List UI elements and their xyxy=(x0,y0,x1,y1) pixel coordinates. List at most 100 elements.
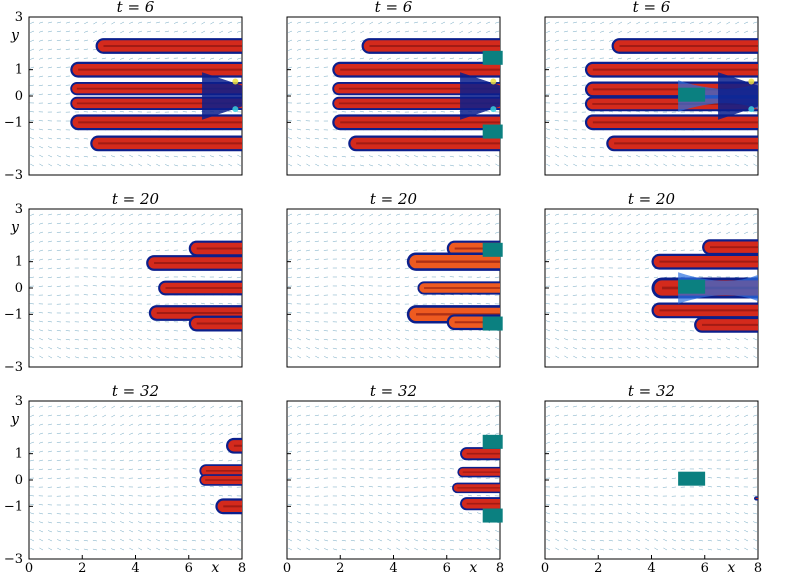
velocity-arrow xyxy=(287,459,293,462)
velocity-arrow xyxy=(182,548,188,551)
velocity-arrow xyxy=(449,338,455,341)
velocity-arrow xyxy=(119,512,125,515)
velocity-arrow xyxy=(626,548,632,551)
velocity-arrow xyxy=(395,285,401,287)
velocity-arrow xyxy=(47,432,53,435)
velocity-arrow xyxy=(146,468,152,471)
velocity-arrow xyxy=(671,222,677,225)
velocity-arrow xyxy=(546,21,551,24)
velocity-arrow xyxy=(39,530,44,533)
velocity-arrow xyxy=(360,414,365,418)
velocity-arrow xyxy=(39,338,44,341)
velocity-arrow xyxy=(477,155,482,158)
velocity-arrow xyxy=(368,503,374,506)
velocity-arrow xyxy=(350,530,356,533)
velocity-arrow xyxy=(546,337,551,341)
velocity-arrow xyxy=(404,468,410,471)
velocity-arrow xyxy=(662,329,668,332)
velocity-arrow xyxy=(626,486,632,488)
velocity-arrow xyxy=(600,21,605,25)
velocity-arrow xyxy=(716,155,722,158)
velocity-arrow xyxy=(486,423,491,426)
velocity-arrow xyxy=(74,414,80,417)
velocity-arrow xyxy=(423,356,428,359)
velocity-arrow xyxy=(191,423,197,426)
velocity-arrow xyxy=(563,414,569,417)
velocity-arrow xyxy=(735,155,740,158)
velocity-arrow xyxy=(146,21,152,24)
velocity-arrow xyxy=(38,512,44,515)
velocity-arrow xyxy=(191,477,197,479)
velocity-arrow xyxy=(386,276,392,278)
velocity-arrow xyxy=(387,213,392,216)
velocity-arrow xyxy=(350,548,356,551)
velocity-arrow xyxy=(405,355,410,359)
velocity-arrow xyxy=(554,222,560,225)
velocity-arrow xyxy=(314,93,320,95)
velocity-arrow xyxy=(323,338,329,341)
velocity-arrow xyxy=(545,84,551,86)
velocity-arrow xyxy=(387,231,392,234)
velocity-arrow xyxy=(608,111,614,113)
velocity-arrow xyxy=(635,494,641,497)
velocity-arrow xyxy=(743,57,749,60)
velocity-arrow xyxy=(654,547,659,551)
velocity-arrow xyxy=(296,414,302,417)
velocity-arrow xyxy=(228,432,233,435)
velocity-arrow xyxy=(111,240,116,243)
velocity-arrow xyxy=(671,405,677,408)
velocity-arrow xyxy=(450,21,455,25)
velocity-arrow xyxy=(590,539,596,542)
velocity-arrow xyxy=(590,155,596,158)
velocity-arrow xyxy=(545,75,551,78)
velocity-arrow xyxy=(431,339,437,341)
velocity-arrow xyxy=(663,547,668,551)
obstacle-block xyxy=(678,87,706,102)
velocity-arrow xyxy=(627,423,632,427)
velocity-arrow xyxy=(546,231,551,234)
velocity-arrow xyxy=(654,355,659,359)
velocity-arrow xyxy=(314,267,320,269)
velocity-arrow xyxy=(572,414,578,417)
velocity-arrow xyxy=(146,231,152,234)
velocity-arrow xyxy=(111,21,116,25)
velocity-arrow xyxy=(725,539,731,542)
velocity-arrow xyxy=(102,423,107,426)
velocity-arrow xyxy=(200,512,206,515)
velocity-arrow xyxy=(129,346,134,350)
velocity-arrow xyxy=(219,405,224,409)
velocity-arrow xyxy=(744,547,749,551)
velocity-arrow xyxy=(404,231,410,234)
velocity-arrow xyxy=(440,423,446,426)
velocity-arrow xyxy=(618,30,623,34)
y-tick-label: −3 xyxy=(4,552,23,567)
velocity-arrow xyxy=(680,530,686,533)
velocity-arrow xyxy=(545,119,551,122)
velocity-arrow xyxy=(129,414,134,417)
velocity-arrow xyxy=(305,450,311,453)
velocity-arrow xyxy=(350,330,356,332)
velocity-arrow xyxy=(146,249,152,252)
velocity-arrow xyxy=(636,338,641,341)
velocity-arrow xyxy=(287,441,293,444)
velocity-arrow xyxy=(546,163,551,167)
velocity-arrow xyxy=(653,30,659,33)
velocity-arrow xyxy=(38,521,44,524)
velocity-arrow xyxy=(689,356,695,359)
velocity-arrow xyxy=(128,441,134,444)
x-tick-label: 0 xyxy=(283,561,291,575)
velocity-arrow xyxy=(404,21,410,24)
velocity-arrow xyxy=(350,347,356,350)
velocity-arrow xyxy=(735,530,740,533)
velocity-arrow xyxy=(110,521,116,524)
velocity-arrow xyxy=(726,414,731,418)
velocity-arrow xyxy=(431,531,437,533)
velocity-arrow xyxy=(129,30,134,33)
velocity-arrow xyxy=(146,450,152,453)
velocity-arrow xyxy=(368,320,374,323)
velocity-arrow xyxy=(110,450,116,453)
velocity-arrow xyxy=(545,128,551,131)
velocity-arrow xyxy=(288,145,293,149)
velocity-arrow xyxy=(38,84,44,87)
velocity-arrow xyxy=(671,539,677,542)
